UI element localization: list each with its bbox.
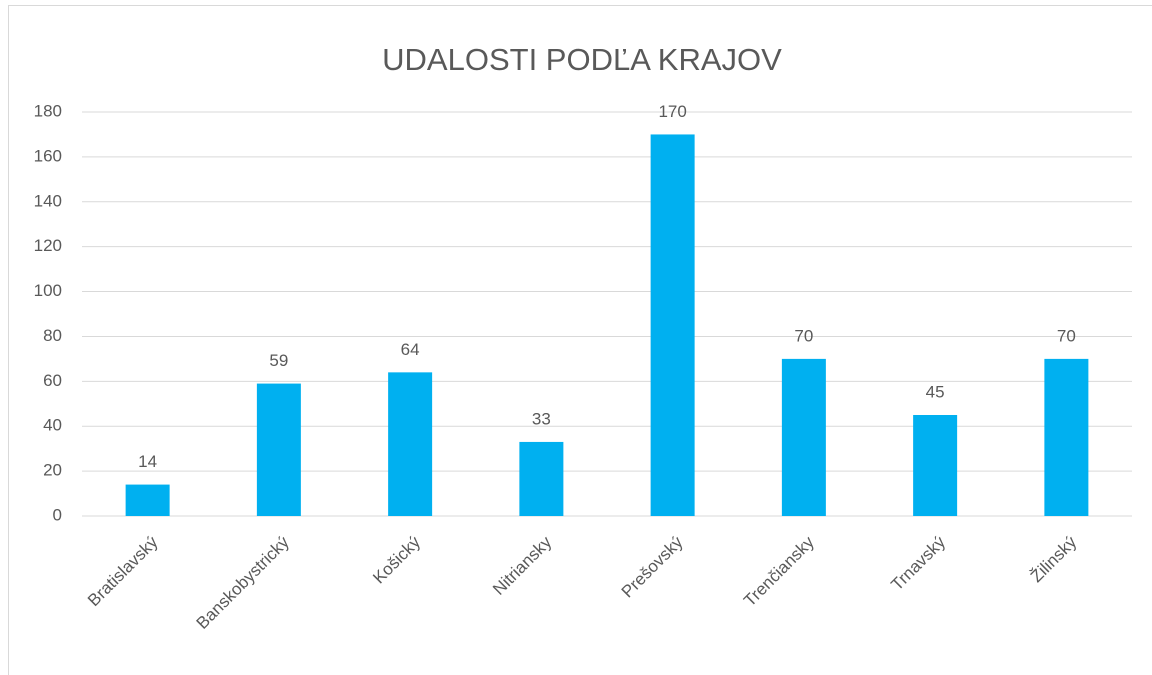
y-tick-label: 80 (43, 326, 62, 345)
y-tick-label: 0 (53, 505, 62, 524)
y-tick-label: 60 (43, 371, 62, 390)
chart-title: UDALOSTI PODĽA KRAJOV (382, 42, 782, 77)
data-label: 14 (138, 452, 157, 471)
bar (125, 484, 170, 516)
data-label: 170 (658, 102, 686, 121)
y-tick-label: 160 (34, 146, 62, 165)
y-tick-label: 20 (43, 461, 62, 480)
bar (1044, 358, 1089, 516)
y-tick-label: 180 (34, 101, 62, 120)
y-tick-label: 100 (34, 281, 62, 300)
chart-frame (8, 5, 1152, 675)
y-tick-label: 140 (34, 191, 62, 210)
bar (388, 372, 433, 516)
data-label: 45 (926, 382, 945, 401)
y-tick-label: 120 (34, 236, 62, 255)
y-tick-label: 40 (43, 416, 62, 435)
data-label: 70 (794, 326, 813, 345)
bar (913, 415, 958, 516)
data-label: 64 (401, 340, 420, 359)
bar (519, 441, 564, 516)
bar (781, 358, 826, 516)
bar (650, 134, 695, 516)
data-label: 33 (532, 409, 551, 428)
data-label: 70 (1057, 326, 1076, 345)
data-label: 59 (269, 351, 288, 370)
bar (256, 383, 301, 516)
